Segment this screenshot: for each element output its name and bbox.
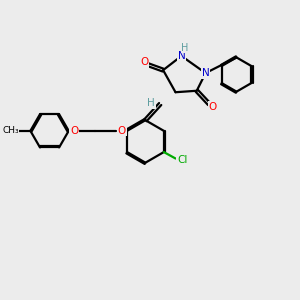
Text: N: N bbox=[178, 51, 185, 61]
Text: H: H bbox=[181, 43, 189, 53]
Text: CH₃: CH₃ bbox=[2, 126, 19, 135]
Text: O: O bbox=[208, 102, 217, 112]
Text: N: N bbox=[202, 68, 209, 78]
Text: O: O bbox=[140, 58, 148, 68]
Text: Cl: Cl bbox=[177, 155, 187, 165]
Text: O: O bbox=[118, 126, 126, 136]
Text: O: O bbox=[70, 126, 78, 136]
Text: H: H bbox=[148, 98, 155, 108]
